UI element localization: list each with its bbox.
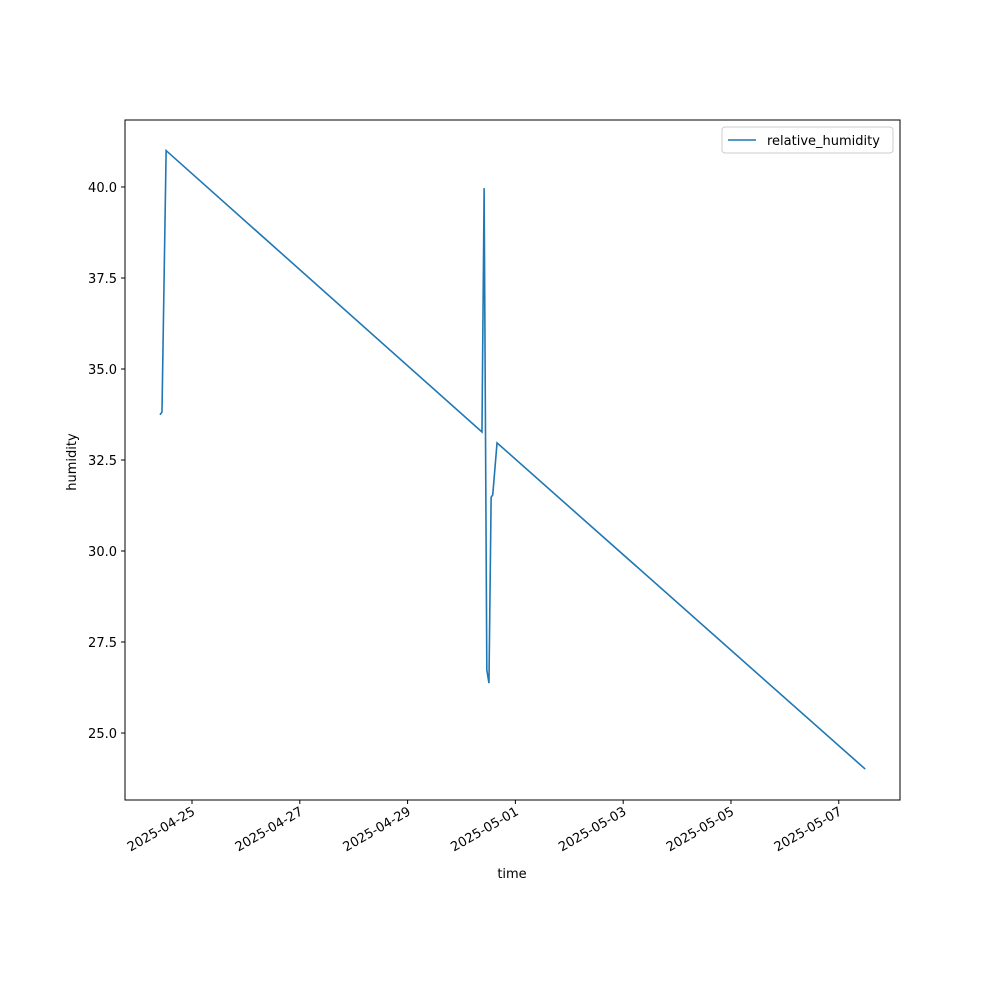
y-tick-label: 27.5 <box>88 636 117 651</box>
x-tick-label: 2025-05-01 <box>448 804 521 855</box>
x-tick-label: 2025-04-29 <box>341 804 414 855</box>
plot-frame <box>124 119 901 801</box>
x-tick-label: 2025-04-27 <box>233 804 306 855</box>
y-axis-label: humidity <box>65 433 80 491</box>
x-tick-label: 2025-05-05 <box>664 804 737 855</box>
data-line <box>159 148 866 770</box>
x-axis-label: time <box>497 867 526 882</box>
y-tick-label: 32.5 <box>88 454 117 469</box>
x-tick-label: 2025-04-25 <box>125 804 198 855</box>
y-tick-label: 40.0 <box>88 181 117 196</box>
x-tick-label: 2025-05-07 <box>772 804 845 855</box>
legend-label: relative_humidity <box>767 134 880 149</box>
y-tick-label: 37.5 <box>88 272 117 287</box>
legend-box <box>721 126 894 154</box>
x-tick-label: 2025-05-03 <box>556 804 629 855</box>
y-tick-label: 35.0 <box>88 363 117 378</box>
y-tick-label: 25.0 <box>88 727 117 742</box>
y-tick-label: 30.0 <box>88 545 117 560</box>
